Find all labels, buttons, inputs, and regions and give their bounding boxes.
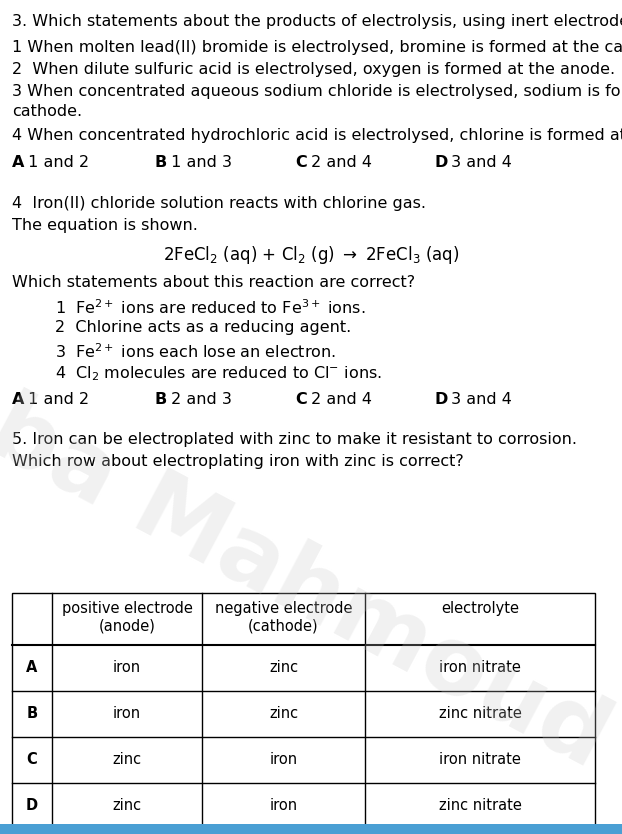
Text: B: B <box>155 155 167 170</box>
Text: D: D <box>26 798 38 813</box>
Text: oba Mahmoud: oba Mahmoud <box>0 353 622 787</box>
Text: iron: iron <box>269 798 297 813</box>
Text: 2 and 3: 2 and 3 <box>166 392 232 407</box>
Text: negative electrode
(cathode): negative electrode (cathode) <box>215 601 352 633</box>
Text: Which row about electroplating iron with zinc is correct?: Which row about electroplating iron with… <box>12 454 464 469</box>
Text: D: D <box>435 155 448 170</box>
Text: 1 and 2: 1 and 2 <box>23 392 89 407</box>
Text: zinc nitrate: zinc nitrate <box>439 798 521 813</box>
Text: A: A <box>26 661 38 676</box>
Text: B: B <box>155 392 167 407</box>
Text: 2  Chlorine acts as a reducing agent.: 2 Chlorine acts as a reducing agent. <box>55 320 351 335</box>
Text: Which statements about this reaction are correct?: Which statements about this reaction are… <box>12 275 415 290</box>
Text: 1 When molten lead(II) bromide is electrolysed, bromine is formed at the cathode: 1 When molten lead(II) bromide is electr… <box>12 40 622 55</box>
Text: zinc: zinc <box>269 661 298 676</box>
Text: C: C <box>295 155 307 170</box>
Text: zinc nitrate: zinc nitrate <box>439 706 521 721</box>
Text: 4 When concentrated hydrochloric acid is electrolysed, chlorine is formed at the: 4 When concentrated hydrochloric acid is… <box>12 128 622 143</box>
Text: zinc: zinc <box>113 752 142 767</box>
Text: 3 and 4: 3 and 4 <box>446 155 512 170</box>
Text: iron nitrate: iron nitrate <box>439 752 521 767</box>
Text: 1  Fe$^{2+}$ ions are reduced to Fe$^{3+}$ ions.: 1 Fe$^{2+}$ ions are reduced to Fe$^{3+}… <box>55 298 366 317</box>
Text: 3 and 4: 3 and 4 <box>446 392 512 407</box>
Text: 5. Iron can be electroplated with zinc to make it resistant to corrosion.: 5. Iron can be electroplated with zinc t… <box>12 432 577 447</box>
Text: 3. Which statements about the products of electrolysis, using inert electrodes, : 3. Which statements about the products o… <box>12 14 622 29</box>
Text: iron: iron <box>113 706 141 721</box>
Text: B: B <box>27 706 37 721</box>
Text: 1 and 2: 1 and 2 <box>23 155 89 170</box>
Text: A: A <box>12 155 24 170</box>
Text: 3  Fe$^{2+}$ ions each lose an electron.: 3 Fe$^{2+}$ ions each lose an electron. <box>55 342 336 360</box>
Text: iron: iron <box>269 752 297 767</box>
Text: iron: iron <box>113 661 141 676</box>
Text: 3 When concentrated aqueous sodium chloride is electrolysed, sodium is formed at: 3 When concentrated aqueous sodium chlor… <box>12 84 622 99</box>
Text: cathode.: cathode. <box>12 104 82 119</box>
Text: A: A <box>12 392 24 407</box>
Text: C: C <box>27 752 37 767</box>
Text: D: D <box>435 392 448 407</box>
Text: C: C <box>295 392 307 407</box>
Text: zinc: zinc <box>269 706 298 721</box>
Text: 1 and 3: 1 and 3 <box>166 155 232 170</box>
Bar <box>0 824 622 834</box>
Text: zinc: zinc <box>113 798 142 813</box>
Text: 4  Iron(II) chloride solution reacts with chlorine gas.: 4 Iron(II) chloride solution reacts with… <box>12 196 426 211</box>
Text: 2 and 4: 2 and 4 <box>306 392 372 407</box>
Text: The equation is shown.: The equation is shown. <box>12 218 198 233</box>
Text: electrolyte: electrolyte <box>441 601 519 616</box>
Text: 2  When dilute sulfuric acid is electrolysed, oxygen is formed at the anode.: 2 When dilute sulfuric acid is electroly… <box>12 62 615 77</box>
Text: 2FeCl$_2$ (aq) + Cl$_2$ (g) $\rightarrow$ 2FeCl$_3$ (aq): 2FeCl$_2$ (aq) + Cl$_2$ (g) $\rightarrow… <box>163 244 459 266</box>
Text: iron nitrate: iron nitrate <box>439 661 521 676</box>
Text: 2 and 4: 2 and 4 <box>306 155 372 170</box>
Text: positive electrode
(anode): positive electrode (anode) <box>62 601 192 633</box>
Bar <box>12 593 595 829</box>
Text: 4  Cl$_2$ molecules are reduced to Cl$^{-}$ ions.: 4 Cl$_2$ molecules are reduced to Cl$^{-… <box>55 364 382 383</box>
